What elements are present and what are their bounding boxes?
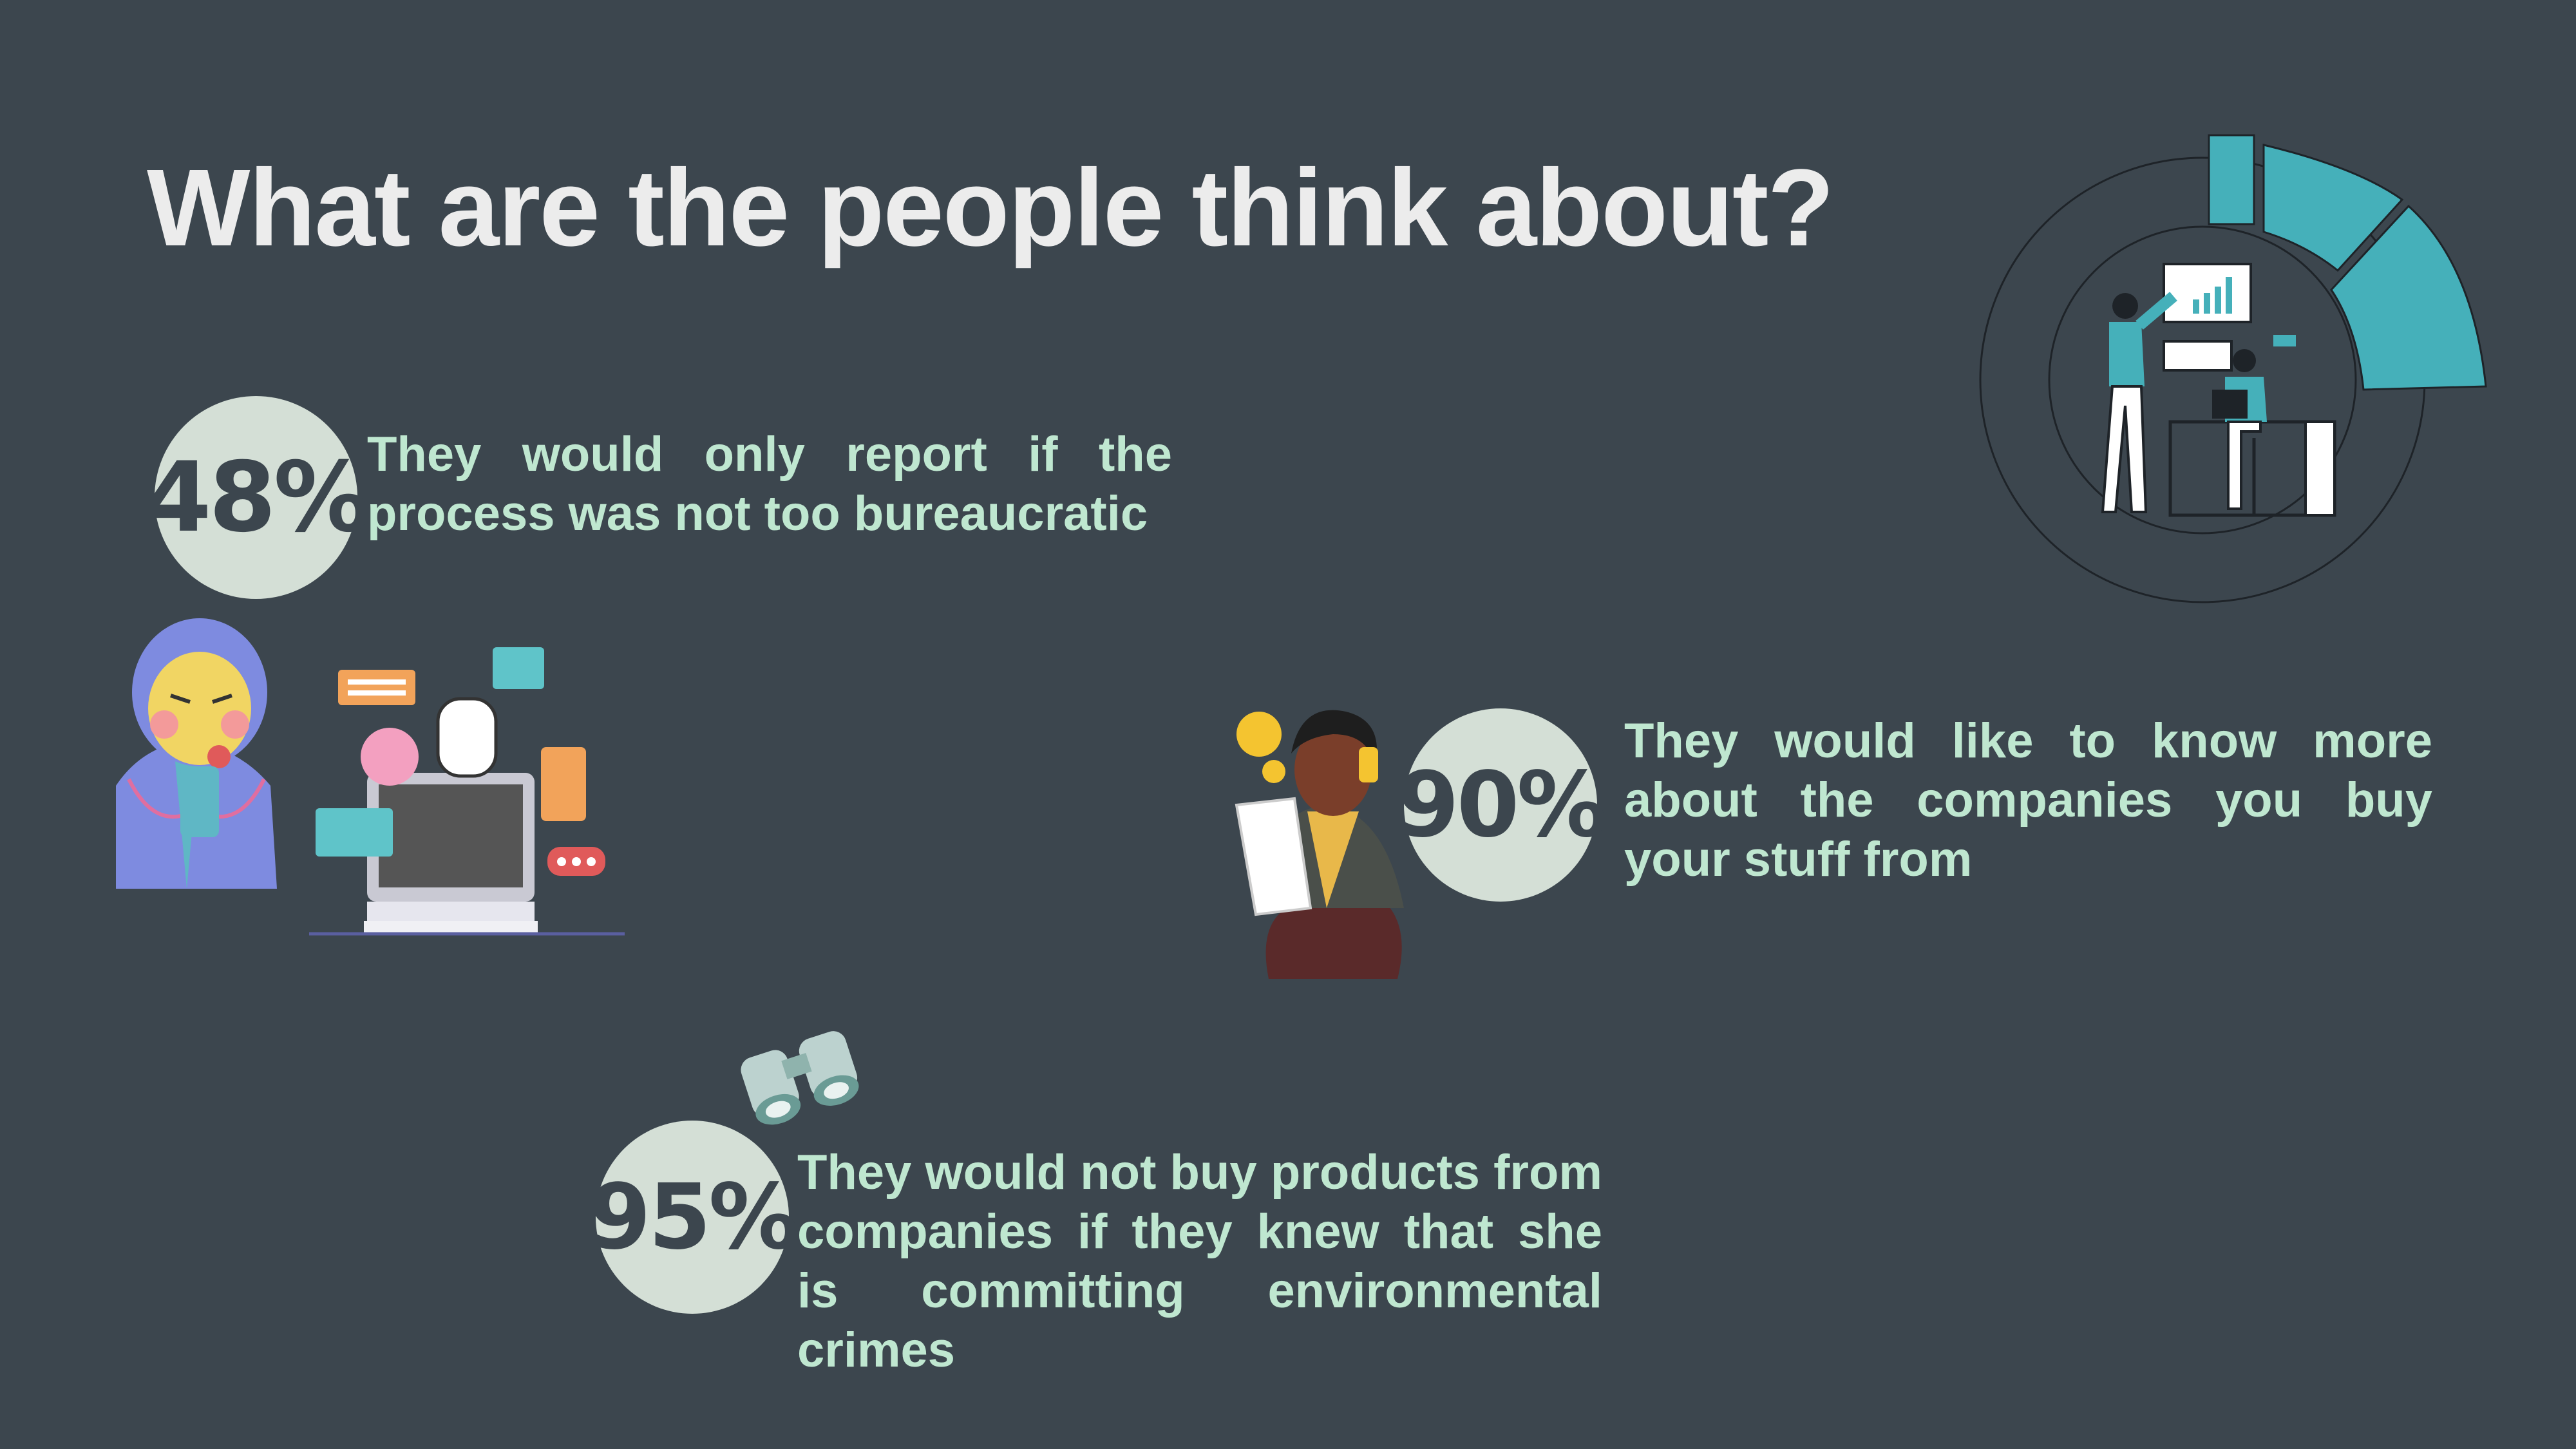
stat-text: They would only report if the process wa… (367, 427, 1172, 541)
binoculars-icon (741, 1031, 859, 1125)
stat-circle-48: 48% (144, 396, 370, 599)
stat-value: 90% (1396, 752, 1607, 858)
stat-text: They would like to know more about the c… (1624, 714, 2432, 887)
frustrated-man-at-computer-illustration (116, 618, 625, 936)
stat-value: 95% (588, 1164, 799, 1270)
stat-circle-95: 95% (588, 1121, 799, 1314)
woman-on-phone-illustration (1235, 710, 1404, 979)
office-team-donut-illustration (1979, 134, 2487, 603)
stat-value: 48% (144, 441, 370, 554)
stat-text: They would not buy products from compani… (797, 1145, 1602, 1378)
stat-circle-90: 90% (1396, 708, 1607, 902)
page-title: What are the people think about? (147, 147, 1834, 269)
